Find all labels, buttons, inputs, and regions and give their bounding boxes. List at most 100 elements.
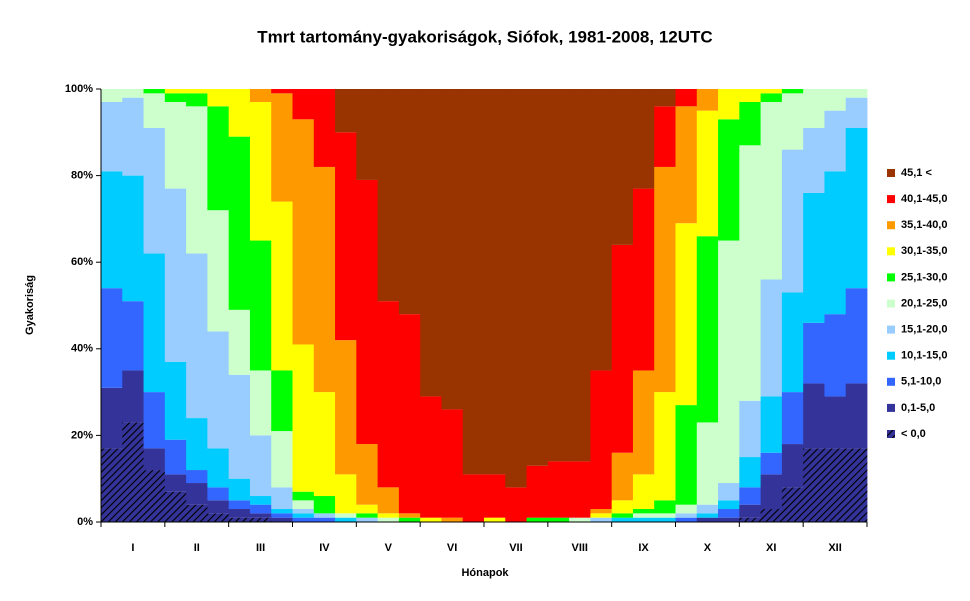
bar-segment [462,89,485,475]
bar-segment [845,448,868,522]
legend-label: 15,1-20,0 [901,324,947,336]
bar-segment [803,192,825,323]
bar-segment [845,288,868,384]
bar-segment [632,517,655,522]
bar-segment [207,513,230,522]
bar-segment [526,465,549,518]
bar-segment [611,452,634,501]
legend-swatch [887,351,895,360]
bar-segment [164,93,187,102]
y-tick-label: 80% [71,170,93,182]
bar-segment [271,93,293,202]
bar-segment [356,89,379,180]
bar-segment [675,405,698,505]
bar-segment [186,418,208,471]
bar-segment [760,396,783,453]
bar-segment [781,487,804,522]
legend-label: 40,1-45,0 [901,193,947,205]
bar-segment [654,513,676,518]
bar-segment [356,179,379,445]
bar-segment [164,439,187,475]
legend-swatch [887,221,895,230]
bar-segment [675,89,698,107]
legend-swatch [887,169,895,177]
bar-segment [398,513,421,518]
bar-segment [718,483,740,501]
bar-segment [739,517,762,522]
bar-segment [654,392,676,501]
y-tick-label: 100% [65,83,93,95]
bar-segment [781,392,804,445]
bar-segment [739,89,762,102]
bar-segment [420,517,442,522]
bar-segment [781,444,804,488]
x-tick-label: IV [319,542,330,554]
bar-segment [824,448,847,522]
y-tick-label: 20% [71,429,93,441]
bar-segment [249,101,272,241]
bar-segment [803,448,825,522]
bar-segment [845,97,868,128]
bar-segment [164,188,187,362]
bar-segment [696,517,719,522]
bar-segment [632,513,655,518]
bar-segment [611,513,634,518]
bar-segment [760,89,783,94]
bar-segment [228,500,251,510]
bar-segment [462,474,485,522]
bar-segment [654,517,676,522]
bar-segment [718,240,740,484]
legend-label: 0,1-5,0 [901,402,935,414]
bar-segment [377,301,400,488]
bar-segment [632,89,655,189]
bar-segment [675,504,698,514]
bar-segment [143,89,166,94]
bar-segment [824,89,847,111]
bar-segment [696,89,719,111]
bar-segment [739,101,762,146]
bar-segment [228,509,251,518]
bar-segment [654,106,676,167]
bar-segment [313,392,336,497]
legend-label: 10,1-15,0 [901,350,947,362]
bar-segment [824,396,847,449]
bar-segment [781,292,804,393]
bar-segment [781,89,804,94]
bar-segment [739,457,762,488]
bar-segment [271,370,293,432]
x-tick-label: VII [509,542,522,554]
bar-segment [803,89,825,128]
bar-segment [441,517,464,522]
bar-segment [760,101,783,280]
bar-segment [292,513,315,518]
x-tick-label: VI [447,542,457,554]
bar-segment [271,513,293,518]
bar-segment [143,470,166,522]
bar-segment [207,500,230,514]
bar-segment [654,500,676,514]
bar-segment [632,370,655,475]
bar-segment [590,517,613,522]
bar-segment [675,106,698,224]
bar-segment [590,513,613,518]
bar-segment [824,110,847,172]
bar-segment [143,93,166,128]
bar-segment [356,513,379,518]
bar-segment [228,478,251,501]
bar-segment [696,513,719,518]
bar-segment [292,491,315,501]
bar-segment [249,89,272,102]
bar-segment [207,487,230,501]
legend-swatch [887,273,895,282]
x-tick-label: XII [828,542,841,554]
legend-swatch [887,325,895,334]
bar-segment [271,201,293,371]
bar-segment [569,517,591,522]
bar-segment [484,474,506,518]
bar-segment [292,344,315,492]
legend-swatch [887,377,895,386]
bar-segment [654,166,676,393]
legend-swatch [887,299,895,308]
x-axis-label: Hónapok [461,567,509,579]
bar-segment [547,461,570,518]
